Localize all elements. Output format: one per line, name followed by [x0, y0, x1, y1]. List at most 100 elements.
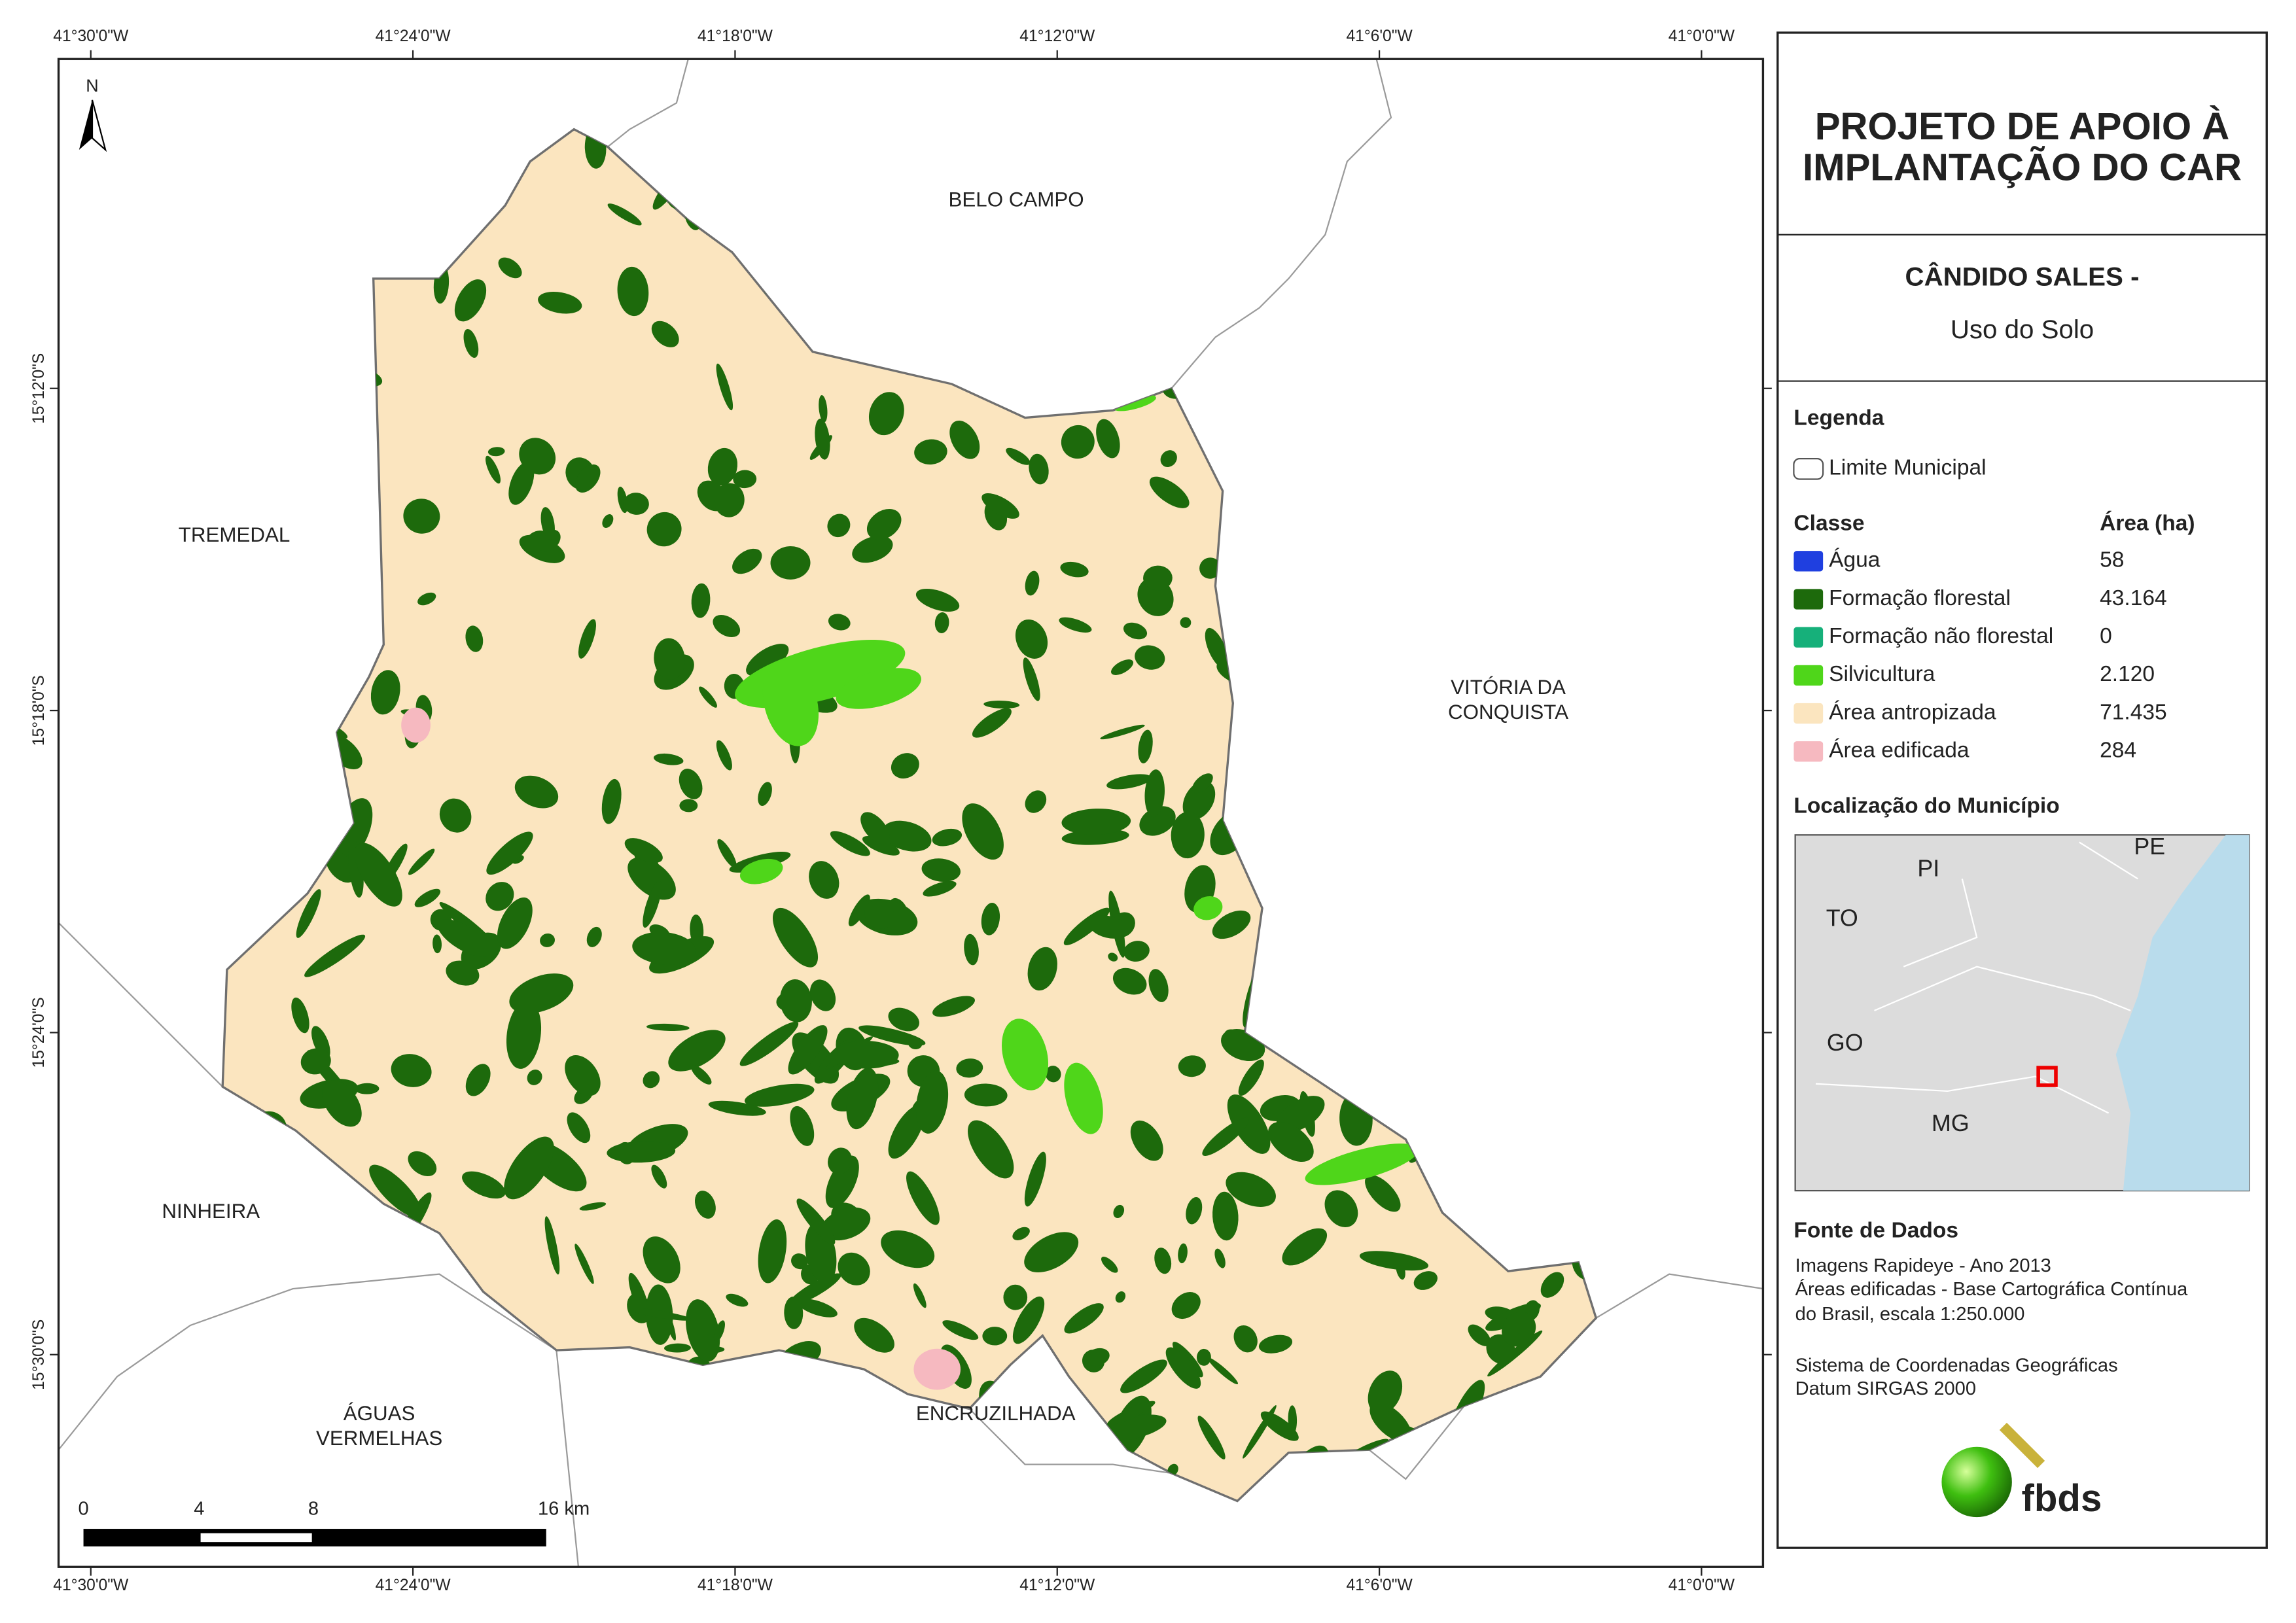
forest-patch [417, 592, 436, 606]
legend-label: Área antropizada [1829, 700, 1996, 724]
boundary-swatch [1793, 458, 1824, 480]
forest-patch [746, 644, 789, 676]
forest-patch [1178, 1055, 1206, 1077]
forest-patch [1064, 1303, 1104, 1334]
forest-patch [527, 1069, 542, 1085]
forest-patch [575, 464, 601, 493]
forest-patch [790, 1106, 815, 1146]
forest-patch [1025, 790, 1047, 813]
forest-patch [1365, 1175, 1401, 1212]
forest-patch [1282, 1228, 1328, 1266]
forest-patch [1112, 968, 1147, 995]
forest-patch [1268, 1121, 1314, 1162]
forest-patch [646, 512, 682, 547]
forest-patch [891, 753, 919, 779]
urban-patch [913, 1348, 961, 1390]
forest-patch [914, 439, 947, 465]
forest-patch [758, 782, 772, 806]
forest-patch [1088, 915, 1129, 939]
forest-patch [1027, 947, 1057, 991]
forest-patch [325, 850, 356, 883]
silviculture-patch [1305, 1143, 1419, 1185]
source-line: Datum SIRGAS 2000 [1795, 1378, 1976, 1399]
forest-patch [942, 1320, 979, 1340]
forest-patch [1100, 724, 1145, 740]
latitude-label: 15°30'0"S [30, 1319, 48, 1390]
forest-patch [1243, 1405, 1277, 1459]
forest-patch [1324, 1190, 1358, 1227]
forest-patch [1180, 617, 1192, 628]
legend-area: 2.120 [2100, 662, 2155, 686]
forest-patch [408, 1151, 437, 1177]
forest-patch [1238, 1059, 1264, 1096]
neighbor-label: ENCRUZILHADA [916, 1402, 1076, 1425]
forest-patch [465, 625, 484, 652]
forest-patch [714, 483, 745, 517]
forest-patch [770, 546, 811, 580]
forest-patch [1130, 1120, 1163, 1161]
forest-patch [643, 1236, 680, 1283]
forest-patch [1024, 1232, 1079, 1272]
forest-patch [713, 1320, 725, 1342]
forest-patch [632, 932, 696, 965]
forest-patch [716, 363, 733, 411]
forest-patch [1207, 1357, 1238, 1385]
forest-patch [574, 1244, 594, 1284]
forest-patch [983, 701, 1020, 709]
silviculture-patch [762, 660, 819, 746]
longitude-label: 41°12'0"W [1019, 27, 1095, 45]
forest-patch [796, 1198, 836, 1245]
forest-patch [981, 903, 1000, 935]
border-line [1171, 59, 1392, 389]
forest-patch [949, 420, 980, 459]
longitude-label: 41°0'0"W [1669, 1577, 1735, 1594]
silviculture-patch [836, 668, 921, 709]
forest-patch [1182, 780, 1216, 820]
scale-label: 4 [194, 1499, 204, 1520]
forest-patch [852, 535, 893, 563]
logo-ball [1941, 1446, 2012, 1518]
forest-patch [832, 1040, 899, 1069]
forest-patch [932, 828, 963, 846]
legend-label: Silvicultura [1829, 662, 1935, 686]
forest-patch [540, 933, 555, 947]
north-arrow [79, 99, 92, 150]
forest-patch [934, 612, 949, 633]
legend-swatch [1793, 741, 1824, 762]
forest-patch [1106, 774, 1152, 790]
forest-patch [607, 203, 642, 226]
forest-patch [1029, 453, 1049, 485]
forest-patch [1025, 570, 1040, 596]
longitude-label: 41°6'0"W [1346, 27, 1413, 45]
border-line [1595, 1273, 1763, 1319]
longitude-label: 41°0'0"W [1669, 27, 1735, 45]
forest-patch [538, 291, 582, 314]
forest-patch [1227, 1094, 1271, 1154]
forest-patch [1135, 645, 1165, 670]
forest-patch [828, 1147, 853, 1175]
forest-patch [707, 447, 738, 486]
forest-patch [408, 848, 435, 875]
forest-patch [1108, 952, 1118, 962]
forest-patch [679, 769, 703, 799]
forest-patch [651, 1164, 667, 1189]
state-label: TO [1826, 905, 1858, 932]
forest-patch [487, 447, 505, 457]
forest-patch [739, 1021, 799, 1066]
forest-patch [788, 1025, 828, 1075]
forest-patch [524, 530, 548, 552]
forest-patch [691, 1065, 712, 1085]
forest-patch [508, 461, 535, 505]
forest-patch [486, 882, 514, 911]
forest-patch [304, 934, 366, 977]
forest-patch [732, 548, 762, 574]
forest-patch [579, 1202, 607, 1211]
forest-patch [1149, 476, 1190, 508]
forest-patch [519, 438, 556, 475]
forest-patch [888, 1007, 919, 1032]
forest-patch [694, 1191, 716, 1219]
source-line: Sistema de Coordenadas Geográficas [1795, 1355, 2118, 1376]
forest-patch [1061, 809, 1131, 835]
